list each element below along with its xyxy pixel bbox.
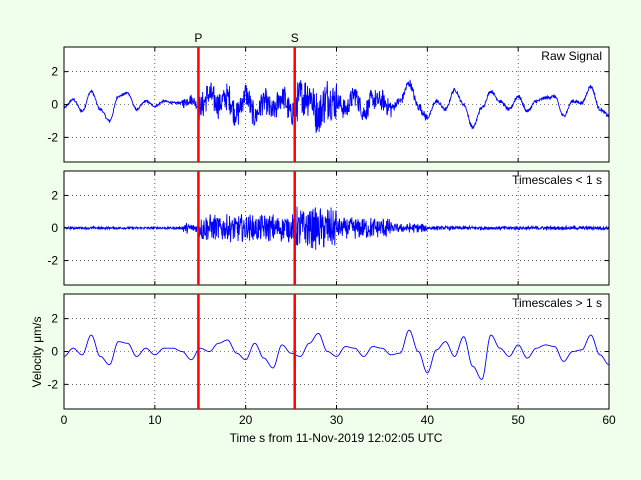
x-tick-label: 20 — [239, 413, 253, 427]
x-tick-label: 30 — [330, 413, 344, 427]
x-tick-label: 50 — [511, 413, 525, 427]
y-axis-title: Velocity μm/s — [30, 317, 44, 388]
x-tick-label: 10 — [148, 413, 162, 427]
y-tick-label: 2 — [51, 65, 58, 79]
panel-1: -2 0 2 Raw Signal — [47, 46, 610, 163]
x-tick-label: 40 — [421, 413, 435, 427]
signal-trace-2 — [63, 206, 610, 250]
phase-label-s: S — [291, 31, 299, 45]
y-tick-label: 2 — [51, 312, 58, 326]
panel-title: Timescales < 1 s — [512, 173, 602, 187]
y-tick-label: 2 — [51, 188, 58, 202]
x-tick-label: 0 — [61, 413, 68, 427]
y-tick-label: -2 — [47, 254, 58, 268]
panel-3: -2 0 2 Timescales > 1 s 0 10 20 30 40 50 60 — [47, 293, 616, 427]
y-tick-label: 0 — [51, 345, 58, 359]
y-tick-label: 0 — [51, 221, 58, 235]
signal-trace-1 — [63, 79, 610, 133]
panel-title: Timescales > 1 s — [512, 296, 602, 310]
panel-2: -2 0 2 Timescales < 1 s — [47, 170, 610, 286]
signal-trace-3 — [63, 329, 610, 380]
phase-label-p: P — [194, 31, 202, 45]
y-tick-label: -2 — [47, 130, 58, 144]
x-tick-label: 60 — [602, 413, 616, 427]
x-axis-title: Time s from 11-Nov-2019 12:02:05 UTC — [230, 431, 443, 445]
panel-title: Raw Signal — [541, 49, 602, 63]
y-tick-label: -2 — [47, 377, 58, 391]
y-tick-label: 0 — [51, 98, 58, 112]
